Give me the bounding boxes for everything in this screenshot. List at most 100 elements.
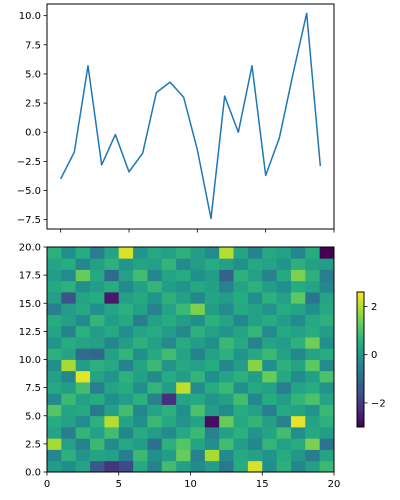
heatmap-cell [219, 449, 234, 462]
heatmap-cell [104, 325, 120, 338]
heatmap-cell [276, 370, 292, 383]
heatmap-cell [147, 337, 163, 349]
heatmap-cell [104, 460, 120, 473]
heatmap-cell [204, 382, 220, 394]
heatmap-cell [319, 325, 335, 338]
heatmap-cell [305, 325, 321, 338]
colorbar-segment [357, 386, 364, 390]
heatmap-cell [190, 427, 206, 439]
heatmap-cell [61, 337, 77, 349]
colorbar-segment [357, 420, 364, 424]
heatmap-cell [247, 303, 263, 315]
heatmap-cell [75, 303, 91, 315]
heatmap-cell [133, 303, 148, 315]
colorbar-segment [357, 306, 364, 310]
heatmap-cell [176, 415, 191, 428]
heatmap-cell [75, 348, 91, 360]
heatmap-cell [147, 359, 163, 372]
heatmap-cell [319, 449, 335, 462]
heatmap-cell [219, 359, 234, 372]
heatmap-cell [319, 359, 335, 372]
heatmap-cell [61, 438, 77, 450]
heatmap-cell [204, 292, 220, 304]
heatmap-cell [147, 292, 163, 304]
heatmap-cell [290, 292, 306, 304]
heatmap-cell [190, 269, 206, 282]
heatmap-cell [176, 258, 191, 270]
colorbar-segment [357, 294, 364, 297]
heatmap-cell [147, 427, 163, 439]
heatmap-cell [247, 404, 263, 417]
heatmap-cell [233, 280, 249, 293]
colorbar-segment [357, 300, 364, 303]
heatmap-cell [319, 348, 335, 360]
heatmap-cell [276, 303, 292, 315]
colorbar-segment [357, 334, 364, 337]
heatmap-cell [262, 303, 277, 315]
heatmap-cell [61, 404, 77, 417]
heatmap-cell [247, 292, 263, 304]
heatmap-cell [305, 449, 321, 462]
heatmap-cell [118, 427, 134, 439]
heatmap-cell [133, 247, 148, 259]
heatmap-cell [161, 404, 177, 417]
colorbar-segment [357, 310, 364, 314]
heatmap-cell [247, 247, 263, 259]
colorbar-segment [357, 344, 364, 348]
heatmap-cell [233, 404, 249, 417]
heatmap-cell [90, 449, 105, 462]
heatmap-cell [104, 404, 120, 417]
colorbar-segment [357, 395, 364, 398]
heatmap-cell [161, 280, 177, 293]
heatmap-cell [204, 427, 220, 439]
heatmap-cell [305, 314, 321, 327]
heatmap-cell [190, 314, 206, 327]
colorbar-segment [357, 317, 364, 320]
heatmap-cell [247, 460, 263, 473]
heatmap-cell [247, 348, 263, 360]
colorbar-tick-label-2: 2 [371, 302, 377, 313]
heatmap-ytick-label-3: 7.5 [25, 383, 41, 394]
heatmap-cell [61, 449, 77, 462]
colorbar-segment [357, 399, 364, 402]
heatmap-cell [133, 269, 148, 282]
colorbar-segment [357, 367, 364, 371]
heatmap-cell [290, 393, 306, 405]
heatmap-cell [290, 427, 306, 439]
heatmap-cell [204, 449, 220, 462]
heatmap-cell [147, 280, 163, 293]
colorbar-segment [357, 329, 364, 333]
heatmap-cell [47, 258, 62, 270]
heatmap-cell [319, 404, 335, 417]
heatmap-cell [147, 247, 163, 259]
heatmap-cell [305, 415, 321, 428]
colorbar-segment [357, 296, 364, 299]
heatmap-cell [219, 427, 234, 439]
heatmap-cell [118, 314, 134, 327]
heatmap-cell [176, 303, 191, 315]
heatmap-cell [290, 280, 306, 293]
heatmap-cell [190, 415, 206, 428]
heatmap-cell [233, 269, 249, 282]
heatmap-cell [219, 258, 234, 270]
colorbar-segment [357, 389, 364, 392]
heatmap-cell [219, 415, 234, 428]
heatmap-cell [276, 314, 292, 327]
heatmap-cell [176, 292, 191, 304]
colorbar-segment [357, 380, 364, 383]
heatmap-cell [262, 337, 277, 349]
heatmap-cell [204, 359, 220, 372]
heatmap-cell [104, 415, 120, 428]
heatmap-cell [133, 449, 148, 462]
line-ytick-label-6: 7.5 [25, 40, 41, 51]
heatmap-cell [262, 382, 277, 394]
heatmap-cell [290, 370, 306, 383]
heatmap-cell [305, 359, 321, 372]
heatmap-cell [147, 314, 163, 327]
heatmap-cell [233, 292, 249, 304]
heatmap-cell [276, 438, 292, 450]
heatmap-cell [233, 415, 249, 428]
heatmap-cell [190, 292, 206, 304]
heatmap-cell [75, 292, 91, 304]
